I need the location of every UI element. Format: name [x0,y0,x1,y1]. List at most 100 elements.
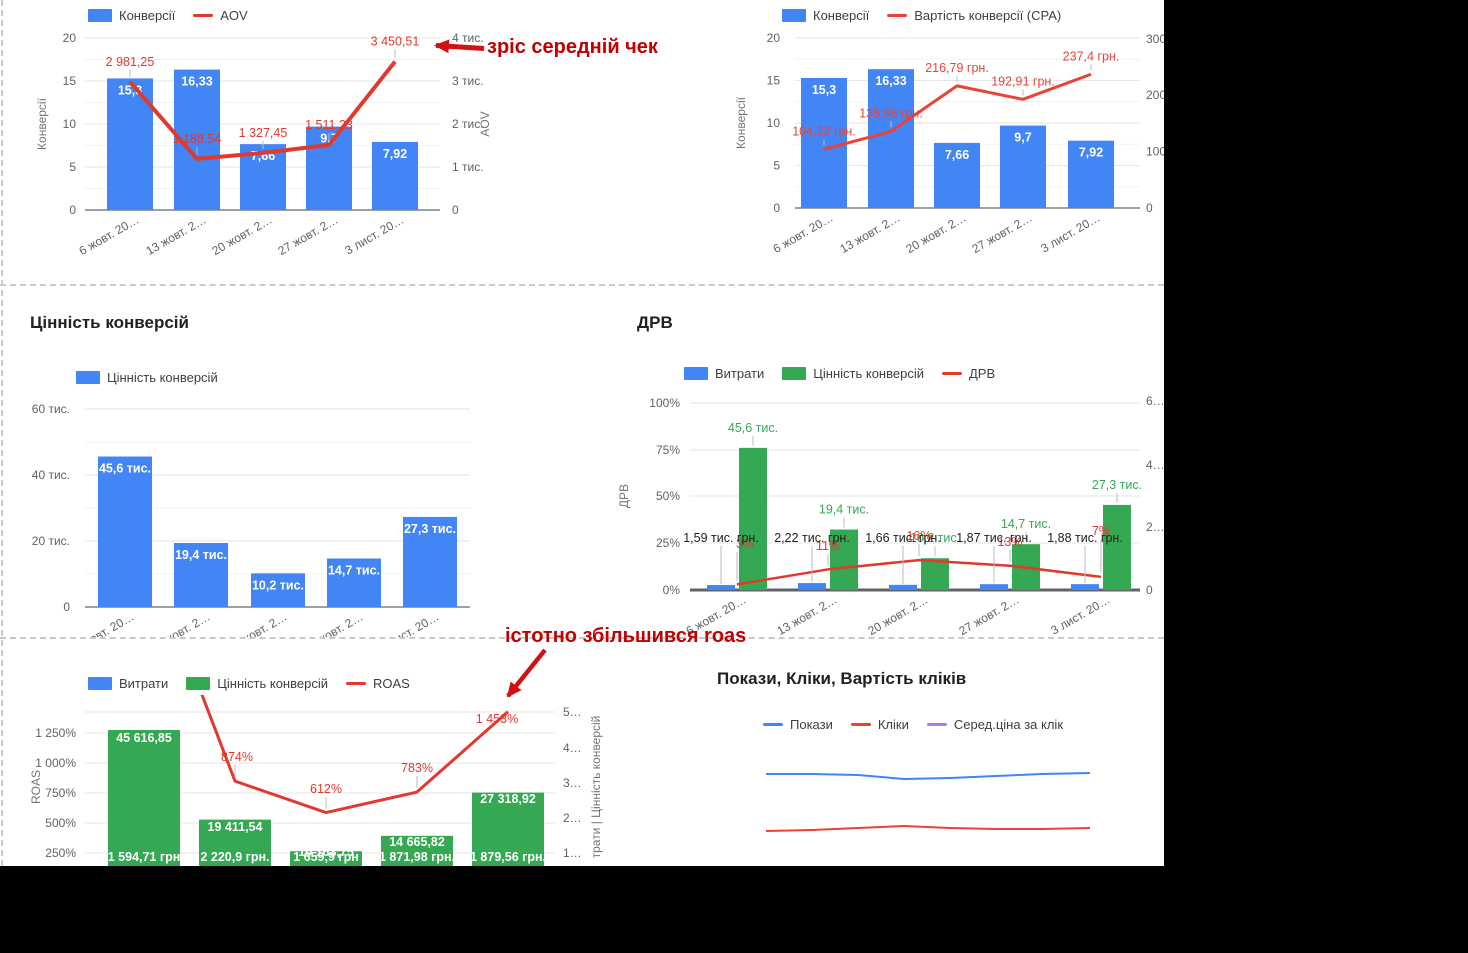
svg-text:45,6 тис.: 45,6 тис. [99,462,151,476]
legend-item[interactable]: Кліки [850,717,909,732]
svg-text:45 616,85: 45 616,85 [116,731,172,745]
svg-text:1 879,56 грн.: 1 879,56 грн. [470,850,546,864]
svg-text:13%: 13% [997,535,1022,549]
svg-text:20 жовт. 2…: 20 жовт. 2… [865,592,930,637]
legend-item[interactable]: Цінність конверсій [186,676,328,691]
svg-text:874%: 874% [221,750,253,764]
bar [251,573,305,607]
clicks-line [765,824,1091,832]
legend-conversions-cpa: Конверсії Вартість конверсії (CPA) [782,8,1061,23]
report-canvas: 20 15 10 5 0 4 тис. 3 тис. 2 тис. 1 тис. 0 Конверс… [0,0,1164,866]
svg-text:5: 5 [69,160,76,174]
svg-text:216,79 грн.: 216,79 грн. [925,61,989,75]
bar [830,529,858,590]
legend-label: ДРВ [968,366,996,381]
svg-text:1,59 тис. грн.: 1,59 тис. грн. [683,531,759,545]
svg-text:13 жовт. 2…: 13 жовт. 2… [143,212,208,258]
svg-text:20 жовт. 2…: 20 жовт. 2… [224,609,289,637]
svg-text:4…: 4… [1146,458,1164,472]
svg-text:AOV: AOV [478,111,492,136]
chart-impressions-clicks-plot[interactable] [620,637,1164,866]
bar [98,456,152,607]
svg-text:0: 0 [452,203,459,217]
svg-text:1 000%: 1 000% [35,756,76,770]
row-separator-top [0,284,1164,286]
legend-line-swatch [926,723,947,726]
svg-text:2…: 2… [563,811,582,825]
svg-text:1 594,71 грн: 1 594,71 грн [108,850,181,864]
legend-item[interactable]: Серед.ціна за клік [926,717,1063,732]
svg-text:16,33: 16,33 [181,75,212,89]
svg-text:9,7: 9,7 [1014,131,1031,145]
svg-text:10 163,75: 10 163,75 [298,845,354,859]
bar [934,142,980,208]
legend-label: Цінність конверсій [107,370,218,385]
legend-item[interactable]: Покази [763,717,833,732]
svg-text:27 жовт. 2…: 27 жовт. 2… [300,609,365,637]
svg-text:14 665,82: 14 665,82 [389,835,445,849]
svg-text:200: 200 [1146,88,1164,102]
bar [108,729,180,866]
svg-text:0%: 0% [663,583,681,597]
legend-item[interactable]: Цінність конверсій [76,370,218,385]
svg-text:1 тис.: 1 тис. [452,160,484,174]
chart-roas-plot[interactable]: 1 250% 1 000% 750% 500% 250% 5… 4… 3… 2… 1… ROAS тр… [0,637,620,866]
svg-text:3 лист. 20…: 3 лист. 20… [342,212,406,257]
legend-box-swatch [76,371,100,384]
svg-text:3 лист. 20…: 3 лист. 20… [1038,210,1102,255]
legend-box-swatch [88,677,112,690]
legend-line-swatch [193,14,214,17]
chart-conversions-cpa: 20 15 10 5 0 300 200 100 0 Конверсії 6 жовт. 20… 13… [720,0,1164,284]
svg-text:1,66 тис. грн.: 1,66 тис. грн. [865,531,941,545]
svg-text:25%: 25% [656,536,680,550]
svg-text:20: 20 [63,31,77,45]
legend-item[interactable]: Витрати [88,676,168,691]
legend-label: Конверсії [813,8,870,23]
svg-text:1 327,45: 1 327,45 [239,126,288,140]
svg-text:612%: 612% [310,782,342,796]
bar [174,542,228,607]
bar [1000,125,1046,208]
legend-box-swatch [782,9,806,22]
bar [868,69,914,208]
svg-text:1 453%: 1 453% [476,712,518,726]
legend-item[interactable]: Вартість конверсії (CPA) [887,8,1061,23]
legend-item[interactable]: Конверсії [782,8,869,23]
svg-text:1 511,23: 1 511,23 [305,118,353,132]
chart-conversion-value-plot[interactable]: 60 тис. 40 тис. 20 тис. 06 жовт. 20… 13 жовт… [0,284,590,637]
svg-text:трати | Цінність конверсій: трати | Цінність конверсій [589,716,603,859]
legend-line-swatch [887,14,908,17]
svg-text:5…: 5… [563,705,582,719]
bar [372,141,418,210]
svg-text:3 тис.: 3 тис. [452,74,484,88]
legend-item[interactable]: Цінність конверсій [782,366,924,381]
svg-text:27 318,92: 27 318,92 [480,792,536,806]
svg-text:1 188,54: 1 188,54 [173,132,222,146]
bar [472,792,544,866]
svg-text:50%: 50% [656,489,680,503]
bar [199,819,271,866]
svg-text:27 жовт. 2…: 27 жовт. 2… [956,592,1021,637]
legend-item[interactable]: ROAS [345,676,410,691]
legend-item[interactable]: ДРВ [941,366,996,381]
svg-text:27,3 тис.: 27,3 тис. [1092,478,1142,492]
legend-item[interactable]: Конверсії [88,8,175,23]
chart-conversions-aov-plot[interactable]: 20 15 10 5 0 4 тис. 3 тис. 2 тис. 1 тис. 0 Конверс… [0,0,590,284]
legend-conversions-aov: Конверсії AOV [88,8,248,23]
svg-text:0: 0 [63,600,70,614]
svg-text:6 жовт. 20…: 6 жовт. 20… [76,212,141,258]
legend-drv: Витрати Цінність конверсій ДРВ [684,366,995,381]
bar [707,585,735,590]
legend-conversion-value: Цінність конверсій [76,370,218,385]
svg-text:783%: 783% [401,761,433,775]
svg-text:1,88 тис. грн.: 1,88 тис. грн. [1047,531,1123,545]
legend-roas: Витрати Цінність конверсій ROAS [88,676,410,691]
svg-text:16,33: 16,33 [875,74,906,88]
svg-text:27 жовт. 2…: 27 жовт. 2… [969,210,1034,256]
svg-text:3 лист. 20…: 3 лист. 20… [1048,592,1112,637]
legend-item[interactable]: AOV [193,8,248,23]
legend-item[interactable]: Витрати [684,366,764,381]
